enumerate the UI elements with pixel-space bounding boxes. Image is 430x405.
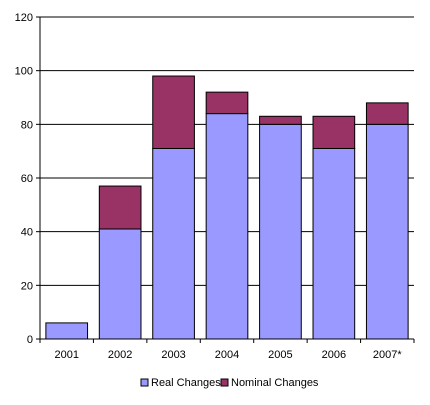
bars	[45, 75, 409, 340]
bar-nominal-changes-2006	[312, 115, 356, 149]
y-tick-label: 120	[15, 12, 33, 24]
bar-nominal-changes-2003	[152, 75, 195, 149]
bar-real-changes-2003	[152, 147, 195, 340]
bar-nominal-changes-2004	[205, 91, 249, 115]
bar-real-changes-2007	[365, 123, 409, 340]
bar-nominal-changes-2002	[98, 185, 142, 230]
x-tick-label: 2002	[108, 349, 132, 361]
bar-nominal-changes-2005	[259, 115, 302, 125]
y-tick-label: 60	[21, 173, 33, 185]
x-tick-label: 2004	[215, 349, 239, 361]
y-tick-label: 100	[15, 66, 33, 78]
bar-real-changes-2002	[98, 228, 142, 340]
legend: Real Changes Nominal Changes	[140, 377, 319, 389]
legend-swatch	[140, 378, 149, 387]
y-tick-label: 20	[21, 280, 33, 292]
x-tick-label: 2007*	[373, 349, 402, 361]
x-tick-label: 2001	[54, 349, 78, 361]
legend-swatch	[220, 378, 229, 387]
x-tick-label: 2006	[322, 349, 346, 361]
bar-real-changes-2006	[312, 147, 356, 340]
y-tick-label: 0	[27, 334, 33, 346]
bar-real-changes-2004	[205, 113, 249, 340]
bar-real-changes-2001	[45, 322, 89, 340]
bar-nominal-changes-2007	[365, 102, 409, 125]
x-tick-label: 2005	[268, 349, 292, 361]
y-tick-label: 80	[21, 119, 33, 131]
x-tick-label: 2003	[161, 349, 185, 361]
y-axis: 0 20 40 60 80 100 120	[15, 12, 41, 346]
legend-label: Real Changes	[151, 377, 221, 389]
y-tick-label: 40	[21, 227, 33, 239]
x-axis: 2001 2002 2003 2004 2005 2006 2007*	[39, 338, 415, 361]
bar-real-changes-2005	[259, 123, 302, 340]
legend-label: Nominal Changes	[231, 377, 319, 389]
